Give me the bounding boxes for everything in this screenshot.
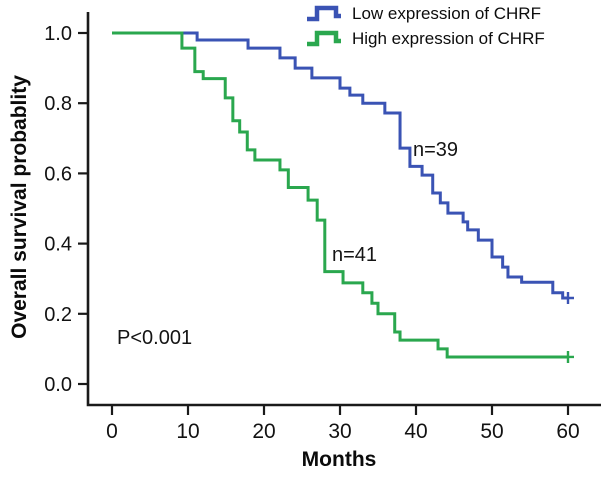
legend: Low expression of CHRF High expression o… — [305, 2, 545, 50]
legend-label-high: High expression of CHRF — [352, 28, 545, 48]
censor-mark-icon — [562, 292, 574, 305]
x-tick-label: 60 — [556, 420, 579, 443]
y-tick-label: 0.0 — [44, 374, 72, 396]
survival-curve — [112, 31, 568, 300]
legend-label-low: Low expression of CHRF — [352, 3, 541, 23]
censor-mark-icon — [562, 350, 574, 363]
x-tick-label: 50 — [480, 420, 503, 443]
blue-step-line-icon — [307, 5, 341, 21]
y-tick-label: 0.6 — [44, 163, 72, 185]
y-tick-label: 0.2 — [44, 304, 72, 326]
axes — [86, 12, 601, 407]
survival-curve — [112, 31, 568, 359]
annotation-p-value: P<0.001 — [117, 327, 193, 349]
x-tick-label: 10 — [176, 420, 199, 443]
annotation-n41: n=41 — [332, 244, 378, 266]
legend-item-low-expression: Low expression of CHRF — [305, 2, 545, 25]
annotation-n39: n=39 — [413, 139, 459, 161]
x-tick-label: 30 — [328, 420, 351, 443]
x-tick-label: 40 — [404, 420, 427, 443]
y-axis-label: Overall survival probablity — [8, 75, 31, 339]
y-tick-label: 0.8 — [44, 93, 72, 115]
x-axis-label: Months — [301, 448, 377, 471]
y-tick-label: 0.4 — [44, 234, 72, 256]
x-tick-label: 0 — [106, 420, 118, 443]
x-tick-label: 20 — [252, 420, 275, 443]
green-step-line-icon — [307, 30, 341, 46]
legend-item-high-expression: High expression of CHRF — [305, 27, 545, 50]
y-tick-label: 1.0 — [44, 23, 72, 45]
